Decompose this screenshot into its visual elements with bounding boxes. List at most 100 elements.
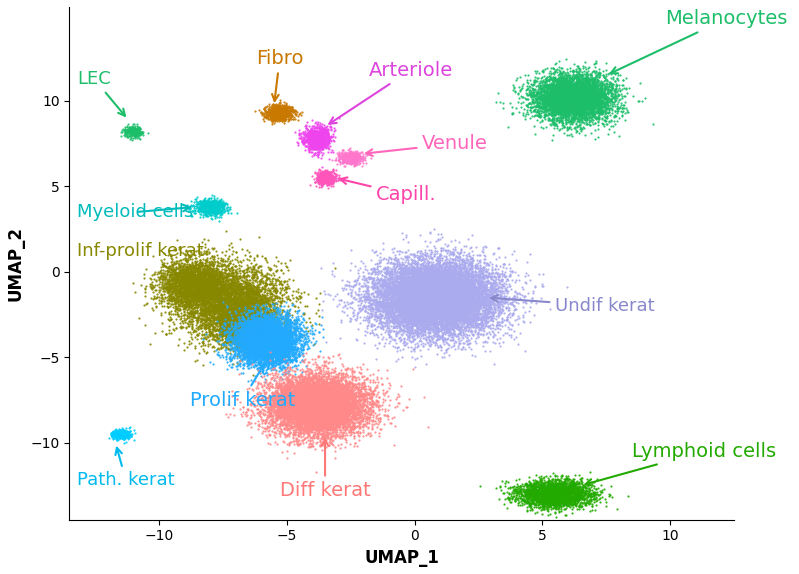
Point [409, 296, 422, 305]
Point [407, 300, 419, 309]
Point [265, 413, 278, 422]
Point [545, 100, 558, 109]
Point [442, 258, 455, 267]
Point [367, 403, 380, 412]
Point [185, 278, 197, 287]
Point [510, 487, 523, 496]
Point [238, 316, 251, 325]
Point [439, 304, 452, 313]
Point [463, 282, 475, 292]
Point [217, 331, 230, 340]
Point [337, 408, 350, 417]
Point [539, 106, 552, 115]
Point [200, 290, 213, 299]
Point [173, 274, 186, 284]
Point [285, 330, 298, 339]
Point [264, 401, 277, 410]
Point [546, 79, 559, 88]
Point [312, 385, 324, 394]
Point [240, 319, 253, 328]
Point [233, 314, 245, 323]
Point [272, 393, 284, 402]
Point [271, 328, 284, 338]
Point [226, 311, 239, 320]
Point [571, 81, 584, 90]
Point [177, 265, 190, 274]
Point [264, 346, 277, 355]
Point [276, 107, 288, 117]
Point [455, 278, 468, 288]
Point [551, 103, 564, 113]
Point [244, 344, 256, 353]
Point [270, 332, 283, 341]
Point [256, 321, 268, 331]
Point [222, 308, 235, 317]
Point [396, 282, 408, 292]
Point [291, 137, 304, 146]
Point [275, 350, 288, 359]
Point [298, 410, 311, 420]
Point [446, 296, 459, 305]
Point [227, 270, 240, 280]
Point [409, 288, 422, 297]
Point [274, 108, 287, 118]
Point [221, 315, 234, 324]
Point [318, 402, 331, 411]
Point [203, 282, 216, 291]
Point [246, 337, 259, 346]
Point [282, 400, 295, 409]
Point [412, 268, 425, 277]
Point [506, 298, 519, 307]
Point [284, 399, 296, 408]
Point [556, 488, 569, 497]
Point [433, 272, 446, 281]
Point [581, 75, 594, 84]
Point [295, 412, 308, 421]
Point [308, 391, 320, 401]
Point [267, 328, 280, 338]
Point [580, 77, 593, 87]
Point [252, 327, 265, 336]
Point [261, 338, 274, 347]
Point [281, 385, 294, 394]
Point [550, 500, 562, 509]
Point [400, 302, 412, 311]
Point [473, 284, 486, 293]
Point [285, 378, 298, 387]
Point [379, 318, 392, 327]
Point [556, 80, 569, 89]
Point [289, 400, 302, 409]
Point [419, 317, 431, 327]
Point [387, 300, 400, 309]
Point [342, 425, 355, 434]
Point [344, 407, 357, 416]
Point [358, 339, 371, 348]
Point [267, 398, 280, 407]
Point [409, 313, 422, 322]
Point [391, 281, 403, 290]
Point [521, 503, 534, 512]
Point [300, 329, 312, 338]
Point [574, 91, 587, 100]
Point [567, 108, 580, 117]
Point [269, 356, 282, 366]
Point [592, 107, 605, 116]
Point [575, 482, 588, 491]
Point [317, 176, 330, 185]
Point [377, 389, 390, 398]
Point [422, 279, 435, 288]
Point [185, 287, 197, 296]
Point [420, 301, 433, 311]
Point [219, 347, 232, 356]
Point [329, 412, 342, 421]
Point [541, 496, 554, 505]
Point [428, 315, 441, 324]
Point [294, 332, 307, 341]
Point [412, 282, 425, 292]
Point [264, 402, 277, 412]
Point [428, 316, 441, 325]
Point [464, 285, 477, 294]
Point [438, 297, 451, 306]
Point [259, 319, 272, 328]
Point [471, 286, 484, 296]
